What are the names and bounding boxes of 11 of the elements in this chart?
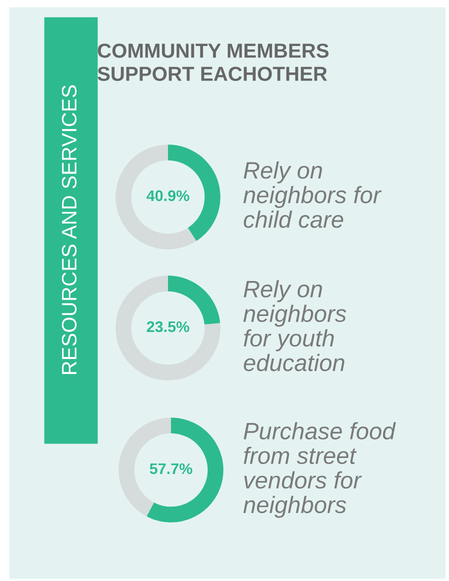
slice-label: Rely on neighbors for youth education: [243, 280, 346, 372]
donut-slice: [146, 418, 224, 522]
text: RESOURCES AND SERVICES: [62, 85, 77, 374]
donut-slice: [116, 144, 196, 250]
data-label: 40.9%: [146, 190, 190, 202]
slice-label: Purchase food from street vendors for neighbors: [243, 422, 396, 518]
donut-slice: [116, 276, 220, 380]
slice-label: Rely on neighbors for child care: [243, 161, 382, 228]
chart-title: COMMUNITY MEMBERS SUPPORT EACHOTHER: [98, 44, 329, 81]
data-label: 57.7%: [150, 463, 192, 474]
data-label: 23.5%: [146, 321, 190, 332]
